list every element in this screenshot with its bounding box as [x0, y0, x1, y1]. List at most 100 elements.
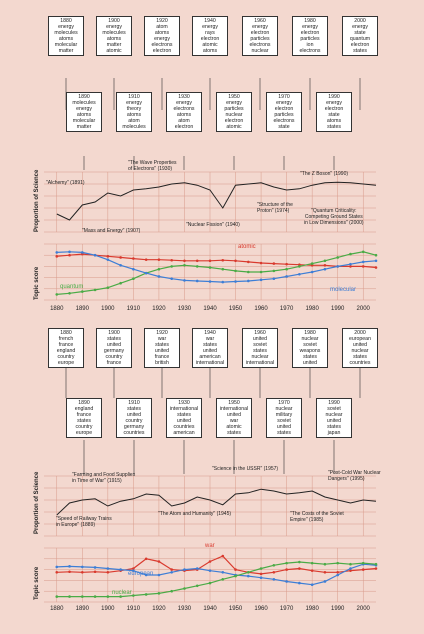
panel2-war-line-point: [234, 568, 237, 571]
panel1-atomic-line-point: [323, 263, 327, 267]
panel2-nuclear-line-point: [119, 595, 122, 598]
box-word: ion: [306, 42, 314, 48]
annotation-nuclear-fission: "Nuclear Fission" (1940): [186, 222, 240, 228]
box-word: electron: [200, 36, 220, 42]
annotation-wave-properties: "The Wave Properties of Electrons" (1930…: [128, 160, 177, 172]
panel1-topic-ylabel: Topic score: [34, 266, 40, 300]
panel2-top-box-2000: 2000 european united nuclear states countries: [342, 328, 378, 368]
panel2-x-tick-1910: 1910: [126, 606, 141, 612]
panel2-war-line-point: [68, 570, 71, 574]
box-word: france: [154, 354, 170, 360]
panel1-quantum-line-point: [106, 286, 110, 289]
panel2-nuclear-line: [56, 561, 377, 598]
box-word: french: [58, 336, 74, 342]
box-word: energy: [154, 36, 170, 42]
box-word: united: [202, 348, 218, 354]
panel1-quantum-line-point: [349, 252, 352, 256]
panel2-top-box-1980: 1980 nuclear soviet weapons states united: [292, 328, 328, 368]
panel2-nuclear-line-point: [272, 563, 276, 567]
box-word: france: [76, 412, 92, 418]
panel2-nuclear-line-point: [170, 589, 173, 593]
panel2-war-line-point: [298, 567, 301, 570]
box-word: electrons: [173, 106, 195, 112]
panel1-x-tick-1940: 1940: [203, 306, 217, 312]
panel1-molecular-line-point: [336, 265, 339, 268]
box-word: british: [155, 360, 169, 366]
box-word: countries: [349, 360, 371, 366]
panel1-atomic-line-point: [144, 258, 148, 261]
box-word: country: [105, 354, 123, 360]
panel1-atomic-line-point: [208, 259, 212, 263]
panel2-european-line-point: [323, 580, 327, 583]
box-word: american: [173, 430, 195, 436]
panel2-nuclear-line-point: [183, 587, 186, 590]
box-year: 1970: [278, 94, 290, 100]
panel2-european-line-point: [183, 568, 186, 571]
box-word: theory: [126, 106, 142, 112]
annotation-ussr: "Science in the USSR" (1957): [212, 466, 279, 472]
panel1-x-tick-1970: 1970: [279, 306, 294, 312]
box-word: countries: [123, 430, 145, 436]
panel2-war-line-point: [310, 569, 314, 572]
series-label-nuclear: nuclear: [112, 590, 132, 596]
panel1-molecular-line-point: [119, 263, 122, 267]
panel1-quantum-line-point: [361, 250, 365, 254]
panel1-atomic-line-point: [285, 262, 288, 266]
panel2-nuclear-line-point: [259, 567, 263, 570]
panel1-molecular-line-point: [298, 272, 301, 276]
panel2-european-line-point: [298, 581, 301, 585]
panel1-molecular-line-point: [157, 275, 161, 278]
annotation-atom-humanity: "The Atom and Humanity" (1945): [158, 511, 232, 517]
panel2-nuclear-line-point: [195, 584, 199, 588]
panel1-atomic-line-point: [183, 259, 186, 263]
box-word: united: [352, 342, 368, 348]
panel1-quantum-line-point: [170, 265, 173, 268]
box-word: particles: [224, 106, 244, 112]
box-word: molecules: [54, 30, 78, 36]
panel1-atomic-line-point: [361, 265, 365, 268]
panel1-atomic-line-point: [55, 255, 59, 258]
panel1-molecular-line-point: [132, 267, 135, 271]
panel1-atomic-line-point: [272, 262, 276, 265]
panel2-nuclear-line-point: [68, 595, 71, 598]
panel1-quantum-line-point: [68, 291, 71, 295]
box-word: molecules: [72, 100, 96, 106]
panel1-x-tick-1980: 1980: [305, 306, 319, 312]
series-label-atomic: atomic: [238, 244, 256, 250]
box-word: electrons: [249, 42, 271, 48]
box-word: electrons: [299, 48, 321, 54]
box-word: state: [354, 30, 366, 36]
box-word: molecular: [54, 42, 78, 48]
box-word: atom: [178, 118, 190, 124]
panel1-quantum-line-point: [119, 281, 122, 285]
box-word: international: [169, 406, 199, 412]
panel2-european-line-point: [259, 576, 263, 579]
panel2-x-tick-1900: 1900: [101, 606, 115, 612]
box-word: england: [56, 348, 76, 354]
panel2-nuclear-line-point: [247, 571, 250, 574]
panel1-atomic-line-point: [132, 257, 135, 260]
panel1-quantum-line-point: [298, 265, 301, 268]
panel1-atomic-line-point: [119, 256, 122, 259]
box-word: american: [199, 354, 221, 360]
panel2-nuclear-line-point: [144, 593, 148, 596]
panel2-european-line-point: [93, 566, 97, 569]
panel2-top-box-1900: 1900 states united germany country france: [96, 328, 132, 368]
panel1-x-tick-1990: 1990: [331, 306, 345, 312]
box-word: united: [252, 336, 268, 342]
panel1-top-box-1880: 1880 energy molecules atoms molecular matter: [48, 16, 84, 56]
panel2-topic-grid: [44, 547, 376, 603]
box-word: soviet: [303, 342, 317, 348]
panel2-war-line-point: [144, 557, 148, 561]
box-word: electron: [350, 42, 370, 48]
box-year: 1900: [108, 330, 120, 336]
box-word: europe: [75, 430, 93, 436]
panel2-top-box-1880: 1880 french france england country europe: [48, 328, 84, 368]
panel2-x-tick-1890: 1890: [75, 606, 89, 612]
panel2-war-line-point: [361, 568, 365, 571]
box-word: electrons: [273, 118, 295, 124]
panel2-war-line-point: [157, 560, 161, 563]
panel1-molecular-line-point: [93, 253, 97, 257]
panel1-bottom-box-1910: 1910 energy theory atoms atom molecules: [116, 92, 152, 132]
panel2-european-line-point: [132, 569, 135, 572]
